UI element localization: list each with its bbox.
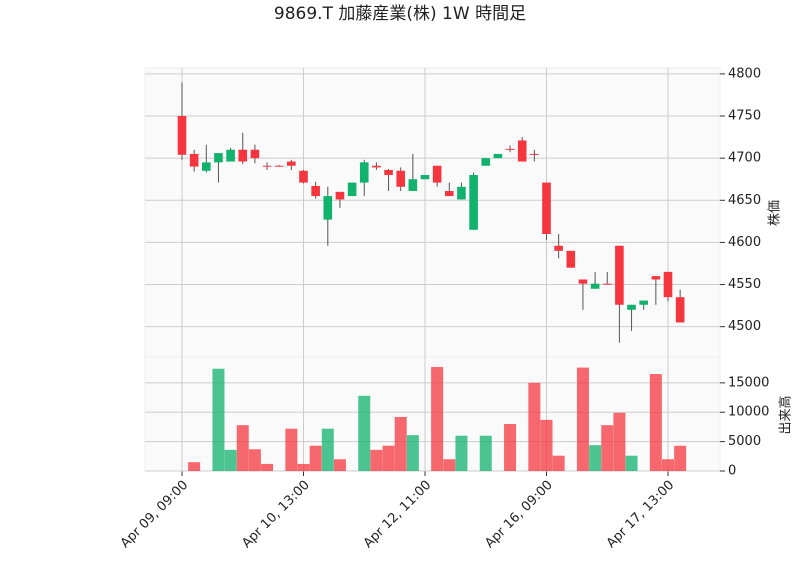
candle-body [347,182,357,197]
candle-body [323,196,333,220]
y-tick-label: 4750 [728,109,761,124]
candle-body [445,191,454,197]
candle-body [615,245,624,305]
y-tick-label: 4600 [728,235,761,250]
volume-bar [406,435,419,471]
x-tick-label: Apr 16, 09:00 [482,478,555,551]
volume-bar [333,459,346,471]
y-tick-label: 4700 [728,151,761,166]
candle-body [481,158,491,166]
candle-body [299,170,308,183]
volume-bar [188,462,201,471]
y2-tick-label: 10000 [728,405,769,420]
volume-bar [540,419,553,471]
y-axis-label: 株価 [768,200,783,226]
candle-body [420,175,430,180]
volume-bar [601,425,614,471]
candle-body [493,153,503,159]
candle-body [262,165,272,167]
y2-tick-label: 0 [728,464,736,479]
volume-bar [589,445,602,471]
x-tick-label: Apr 09, 09:00 [118,478,191,551]
y2-tick-label: 15000 [728,375,769,390]
candle-body [651,276,661,280]
candle-body [177,116,187,155]
candle-body [505,148,515,150]
candle-body [202,162,211,171]
y-tick-label: 4550 [728,277,761,292]
volume-bar [528,382,541,471]
y-tick-label: 4800 [728,66,761,81]
candle-body [627,304,636,310]
candle-body [396,170,405,187]
candle-body [432,165,442,183]
candle-body [250,149,260,159]
candle-body [287,161,296,166]
candle-body [517,140,527,162]
volume-bar [248,449,261,471]
candle-body [189,153,199,167]
volume-bar [309,445,322,471]
candle-body [663,271,673,298]
volume-bar [662,459,674,471]
candle-body [311,185,320,197]
candle-body [226,149,235,162]
candle-body [469,175,478,230]
volume-bar [285,428,298,471]
candle-body [639,300,648,305]
volume-bar [224,449,237,471]
candle-body [530,153,539,155]
volume-bar [455,435,468,471]
candle-body [238,149,248,162]
volume-bar [613,412,626,471]
volume-bar [649,374,662,471]
volume-bar [321,428,334,471]
candle-body [335,191,345,200]
volume-bar [212,368,225,471]
volume-bar [479,435,492,471]
volume-bar [552,455,565,471]
candle-body [384,169,393,176]
y2-axis-label: 出来高 [778,395,794,434]
x-tick-label: Apr 12, 11:00 [361,478,434,551]
price-panel [144,67,721,358]
y-tick-label: 4650 [728,193,761,208]
x-tick-label: Apr 10, 13:00 [239,478,312,551]
candle-body [457,186,466,200]
y-tick-label: 4500 [728,319,761,334]
y2-tick-label: 5000 [728,434,761,449]
volume-bar [431,366,444,471]
candle-body [542,182,551,234]
volume-bar [674,445,687,471]
candle-body [590,283,600,289]
candle-body [408,179,418,192]
candle-body [578,279,588,284]
x-tick-label: Apr 17, 13:00 [604,478,677,551]
volume-bar [576,367,589,471]
volume-bar [382,445,395,471]
candle-body [214,153,223,163]
candle-body [274,165,284,167]
candle-body [372,165,381,168]
volume-bar [370,449,383,471]
volume-bar [261,463,274,471]
candle-body [566,250,576,268]
candle-body [675,297,685,323]
chart-title: 9869.T 加藤産業(株) 1W 時間足 [274,4,526,24]
volume-bar [625,455,638,471]
volume-bar [297,463,310,471]
volume-bar [504,423,517,471]
volume-bar [394,416,407,471]
candle-body [554,245,563,251]
volume-bar [443,459,456,471]
volume-bar [236,425,249,471]
candle-body [602,283,612,285]
volume-bar [358,395,371,471]
candle-body [359,162,369,183]
